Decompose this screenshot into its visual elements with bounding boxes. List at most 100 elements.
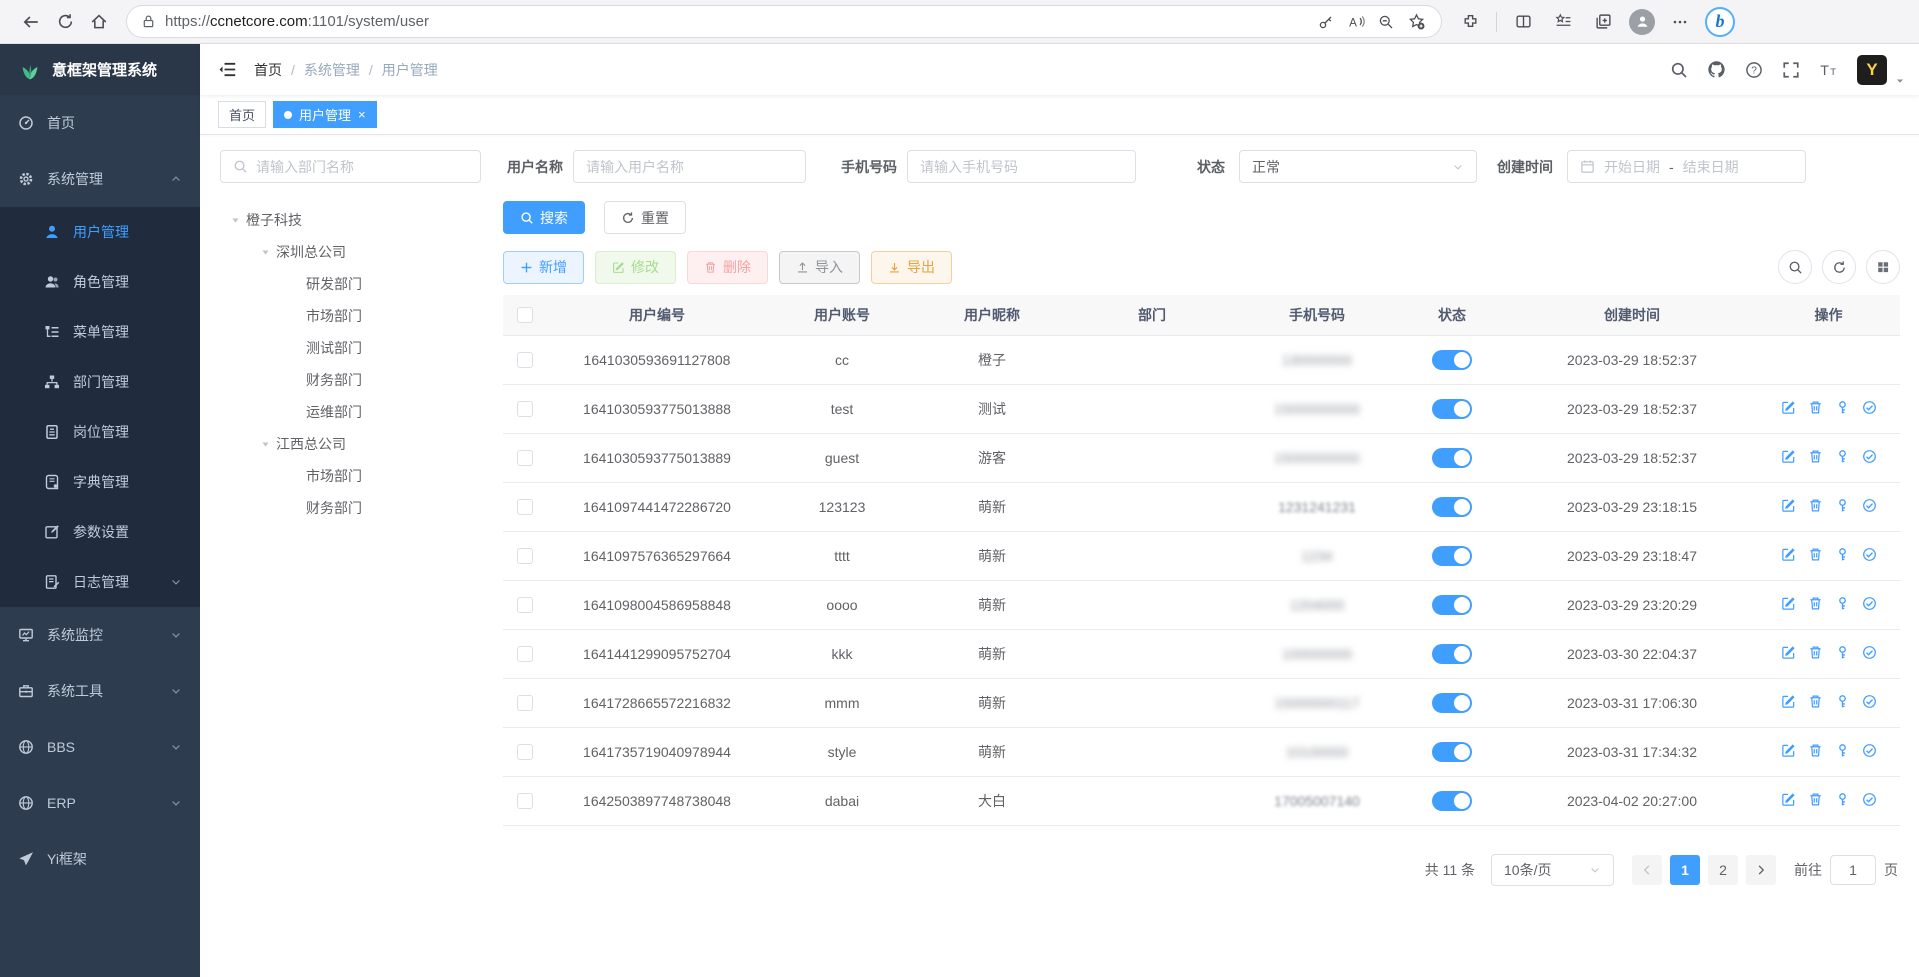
profile-avatar-icon[interactable] bbox=[1629, 8, 1655, 35]
phone-input[interactable] bbox=[907, 150, 1136, 183]
status-toggle[interactable] bbox=[1432, 447, 1472, 468]
key-icon[interactable] bbox=[1311, 8, 1341, 36]
sidebar-item-log-management[interactable]: 日志管理 bbox=[0, 557, 200, 607]
edit-button[interactable]: 修改 bbox=[595, 250, 676, 284]
username-field[interactable] bbox=[586, 158, 793, 175]
tree-node[interactable]: 研发部门 bbox=[220, 268, 481, 300]
assign-role-icon[interactable] bbox=[1862, 792, 1877, 807]
row-checkbox[interactable] bbox=[517, 793, 533, 810]
export-button[interactable]: 导出 bbox=[871, 250, 952, 284]
assign-role-icon[interactable] bbox=[1862, 694, 1877, 709]
sidebar-item-erp[interactable]: ERP bbox=[0, 775, 200, 831]
reset-password-icon[interactable] bbox=[1835, 498, 1850, 513]
edit-icon[interactable] bbox=[1781, 743, 1796, 758]
assign-role-icon[interactable] bbox=[1862, 400, 1877, 415]
delete-button[interactable]: 删除 bbox=[687, 250, 768, 284]
address-bar[interactable]: https://ccnetcore.com:1101/system/user A bbox=[126, 5, 1442, 38]
tree-caret-icon[interactable] bbox=[224, 215, 246, 226]
edit-icon[interactable] bbox=[1781, 792, 1796, 807]
assign-role-icon[interactable] bbox=[1862, 596, 1877, 611]
delete-icon[interactable] bbox=[1808, 596, 1823, 611]
import-button[interactable]: 导入 bbox=[779, 250, 860, 284]
sidebar-toggle-icon[interactable] bbox=[200, 44, 254, 95]
prev-page-button[interactable] bbox=[1632, 854, 1662, 885]
tree-node[interactable]: 市场部门 bbox=[220, 460, 481, 492]
back-icon[interactable] bbox=[14, 5, 48, 39]
search-button[interactable]: 搜索 bbox=[503, 201, 585, 234]
date-range-picker[interactable]: 开始日期 - 结束日期 bbox=[1567, 150, 1806, 183]
tree-node[interactable]: 市场部门 bbox=[220, 300, 481, 332]
sidebar-item-system-management[interactable]: 系统管理 bbox=[0, 151, 200, 207]
sidebar-item-param-settings[interactable]: 参数设置 bbox=[0, 507, 200, 557]
status-select[interactable]: 正常 bbox=[1239, 150, 1477, 183]
delete-icon[interactable] bbox=[1808, 498, 1823, 513]
status-toggle[interactable] bbox=[1432, 545, 1472, 566]
sidebar-item-role-management[interactable]: 角色管理 bbox=[0, 257, 200, 307]
favorite-add-icon[interactable] bbox=[1401, 8, 1431, 36]
row-checkbox[interactable] bbox=[517, 352, 533, 369]
reset-password-icon[interactable] bbox=[1835, 400, 1850, 415]
close-icon[interactable]: × bbox=[358, 107, 366, 122]
status-toggle[interactable] bbox=[1432, 741, 1472, 762]
tree-node[interactable]: 江西总公司 bbox=[220, 428, 481, 460]
assign-role-icon[interactable] bbox=[1862, 547, 1877, 562]
reset-password-icon[interactable] bbox=[1835, 645, 1850, 660]
tree-caret-icon[interactable] bbox=[254, 247, 276, 258]
assign-role-icon[interactable] bbox=[1862, 743, 1877, 758]
reset-button[interactable]: 重置 bbox=[604, 201, 686, 234]
username-input[interactable] bbox=[573, 150, 806, 183]
next-page-button[interactable] bbox=[1746, 854, 1776, 885]
sidebar-item-user-management[interactable]: 用户管理 bbox=[0, 207, 200, 257]
edit-icon[interactable] bbox=[1781, 400, 1796, 415]
status-toggle[interactable] bbox=[1432, 692, 1472, 713]
row-checkbox[interactable] bbox=[517, 499, 533, 516]
delete-icon[interactable] bbox=[1808, 449, 1823, 464]
sidebar-item-menu-management[interactable]: 菜单管理 bbox=[0, 307, 200, 357]
sidebar-item-post-management[interactable]: 岗位管理 bbox=[0, 407, 200, 457]
phone-field[interactable] bbox=[920, 158, 1123, 175]
tree-node[interactable]: 财务部门 bbox=[220, 492, 481, 524]
add-button[interactable]: 新增 bbox=[503, 250, 584, 284]
github-icon[interactable] bbox=[1707, 60, 1726, 79]
refresh-circle-icon[interactable] bbox=[1822, 250, 1856, 284]
help-icon[interactable]: ? bbox=[1745, 61, 1763, 79]
edit-icon[interactable] bbox=[1781, 449, 1796, 464]
sidebar-item-system-monitor[interactable]: 系统监控 bbox=[0, 607, 200, 663]
zoom-out-icon[interactable] bbox=[1371, 8, 1401, 36]
reset-password-icon[interactable] bbox=[1835, 743, 1850, 758]
tree-node[interactable]: 橙子科技 bbox=[220, 204, 481, 236]
grid-icon[interactable] bbox=[1866, 250, 1900, 284]
app-logo[interactable]: 意框架管理系统 bbox=[0, 44, 200, 95]
sidebar-item-bbs[interactable]: BBS bbox=[0, 719, 200, 775]
search-icon[interactable] bbox=[1670, 61, 1688, 79]
status-toggle[interactable] bbox=[1432, 349, 1472, 370]
tree-caret-icon[interactable] bbox=[254, 439, 276, 450]
sidebar-item-yi-framework[interactable]: Yi框架 bbox=[0, 831, 200, 887]
tree-node[interactable]: 深圳总公司 bbox=[220, 236, 481, 268]
reset-password-icon[interactable] bbox=[1835, 694, 1850, 709]
delete-icon[interactable] bbox=[1808, 743, 1823, 758]
collections-icon[interactable] bbox=[1589, 5, 1617, 39]
refresh-icon[interactable] bbox=[48, 5, 82, 39]
edit-icon[interactable] bbox=[1781, 547, 1796, 562]
reset-password-icon[interactable] bbox=[1835, 792, 1850, 807]
sidebar-item-home[interactable]: 首页 bbox=[0, 95, 200, 151]
tree-node[interactable]: 运维部门 bbox=[220, 396, 481, 428]
fullscreen-icon[interactable] bbox=[1782, 61, 1800, 79]
delete-icon[interactable] bbox=[1808, 400, 1823, 415]
copilot-icon[interactable]: b bbox=[1705, 6, 1735, 37]
status-toggle[interactable] bbox=[1432, 790, 1472, 811]
delete-icon[interactable] bbox=[1808, 547, 1823, 562]
select-all-checkbox[interactable] bbox=[517, 307, 533, 324]
tree-node[interactable]: 测试部门 bbox=[220, 332, 481, 364]
delete-icon[interactable] bbox=[1808, 645, 1823, 660]
row-checkbox[interactable] bbox=[517, 695, 533, 712]
edit-icon[interactable] bbox=[1781, 498, 1796, 513]
favorites-bar-icon[interactable] bbox=[1549, 5, 1577, 39]
page-button-1[interactable]: 1 bbox=[1670, 854, 1700, 885]
sidebar-item-dict-management[interactable]: 字典管理 bbox=[0, 457, 200, 507]
status-toggle[interactable] bbox=[1432, 398, 1472, 419]
row-checkbox[interactable] bbox=[517, 450, 533, 467]
sidebar-item-system-tools[interactable]: 系统工具 bbox=[0, 663, 200, 719]
